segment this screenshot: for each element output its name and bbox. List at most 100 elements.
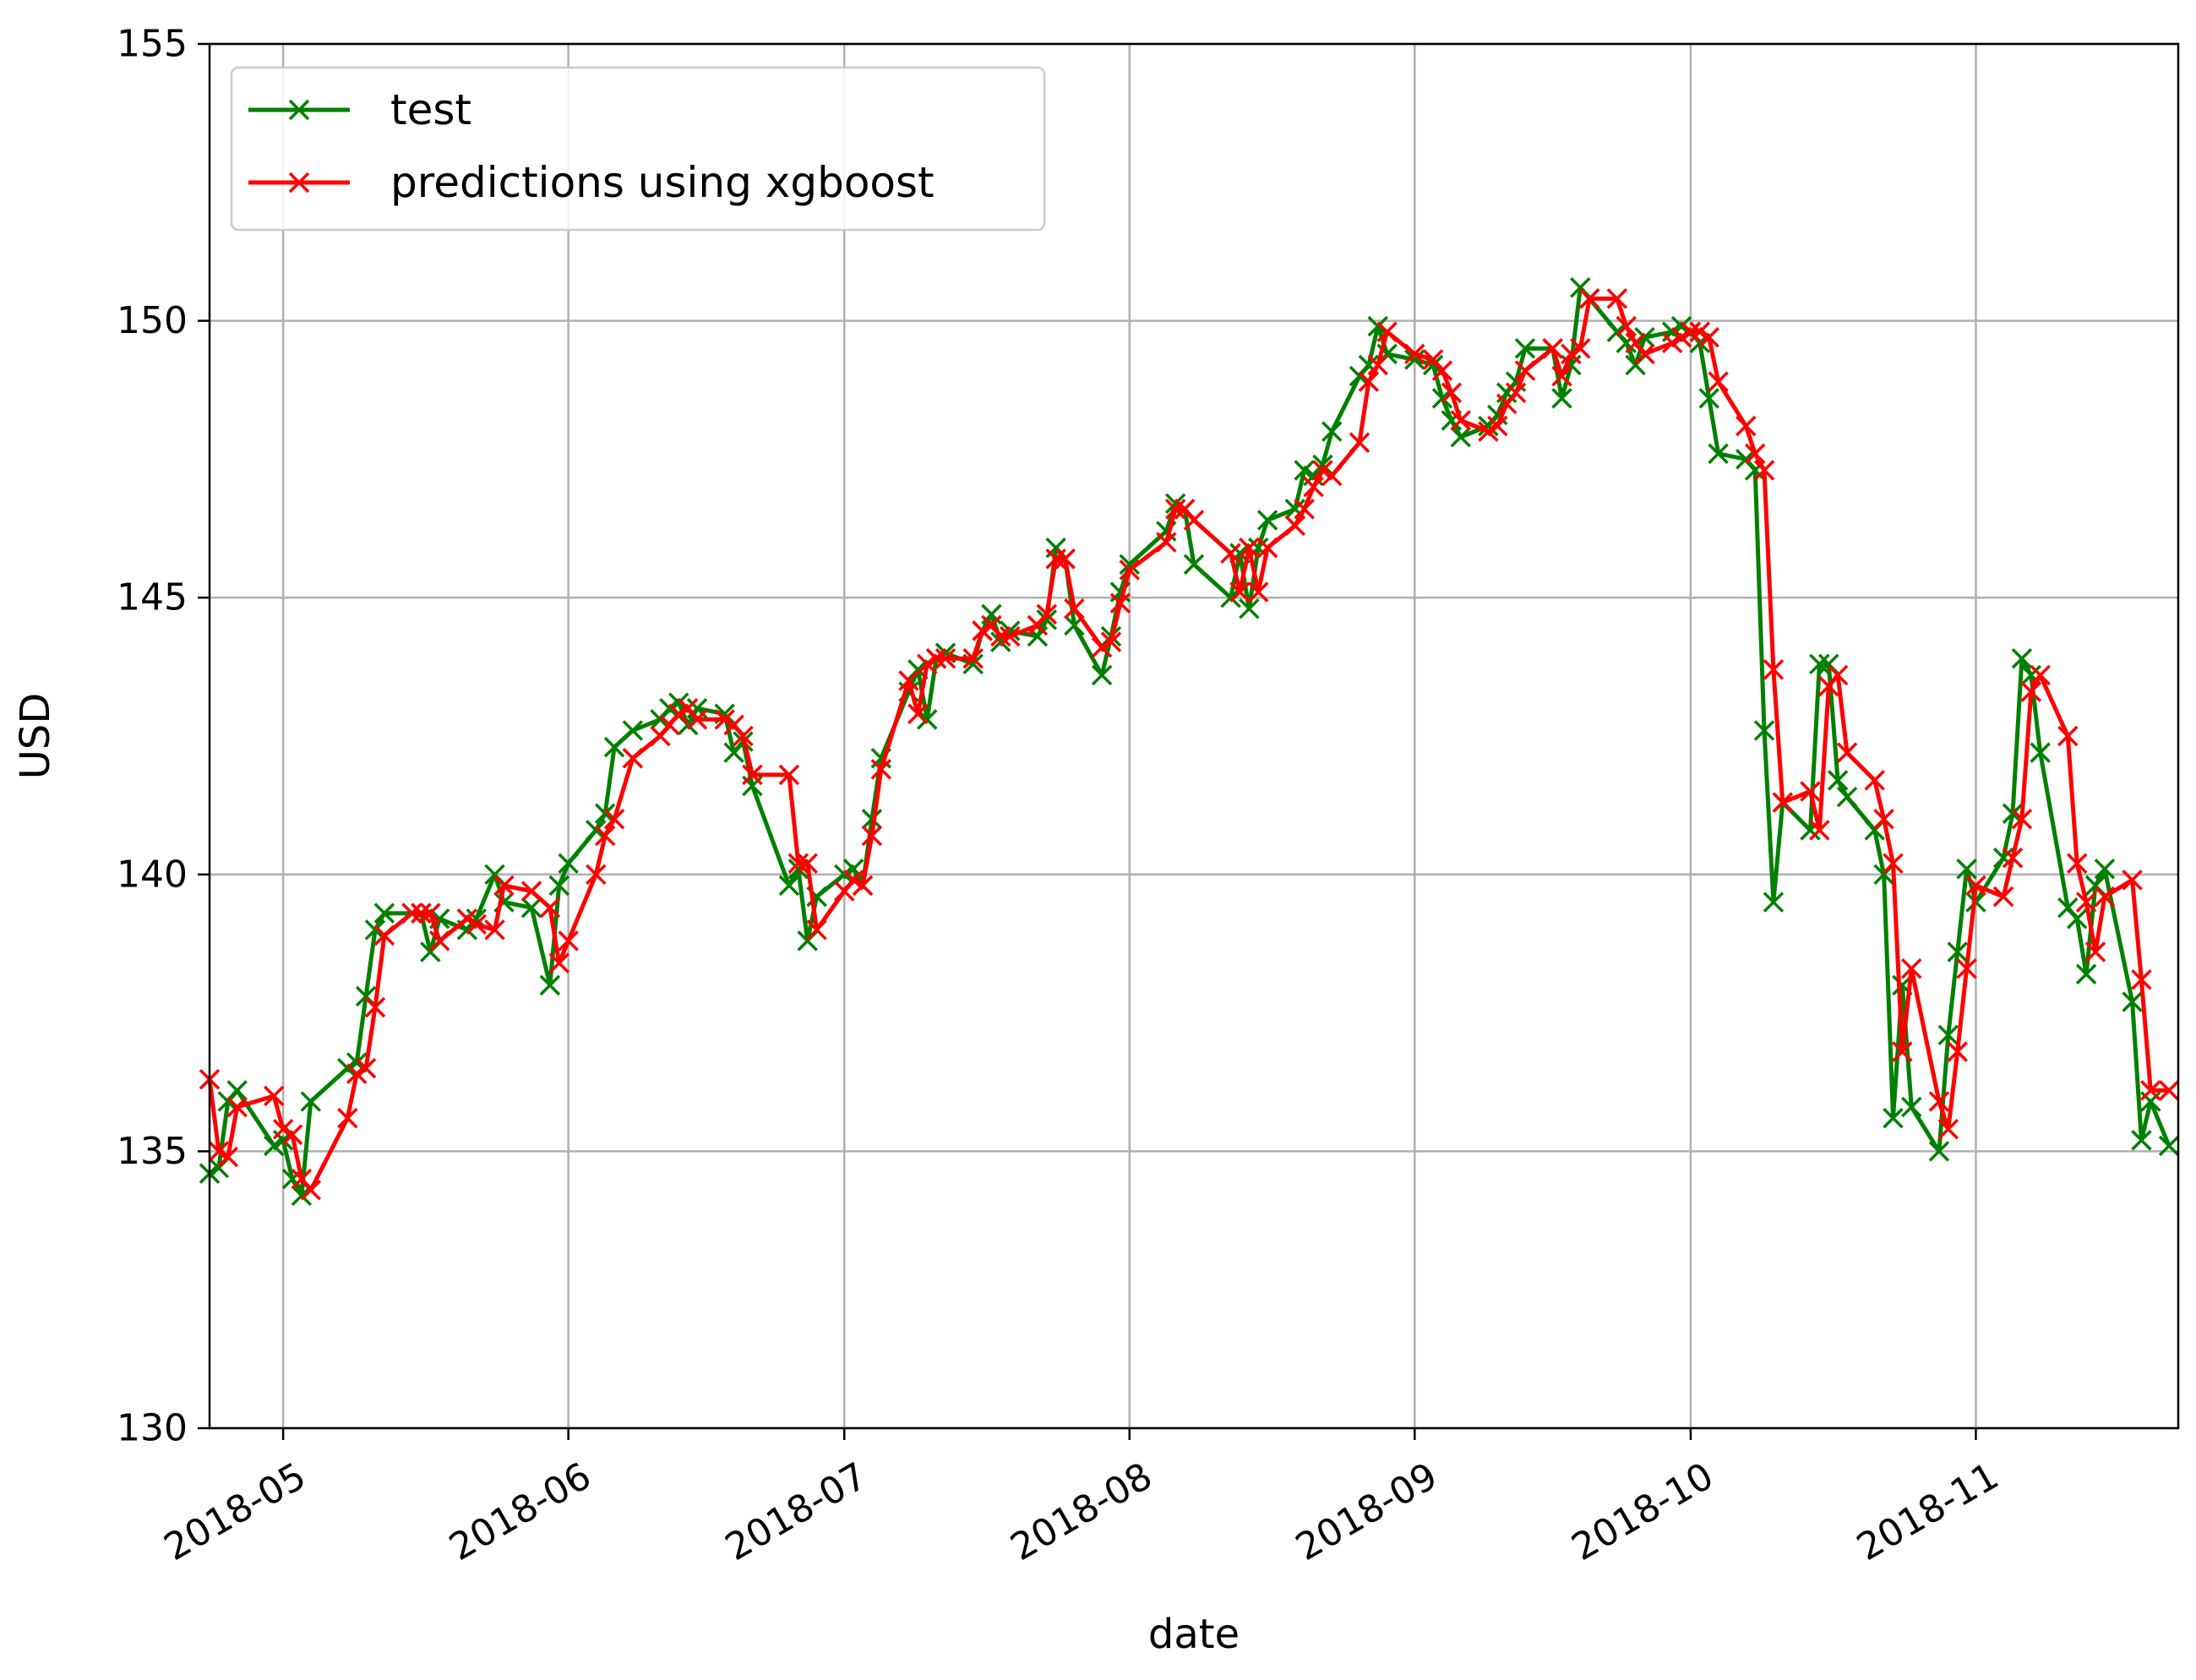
data-point [1183,554,1205,575]
data-point [493,875,515,897]
data-point [337,1057,358,1079]
series-layer [199,277,2180,1207]
data-point [1708,443,1729,465]
data-point [1156,532,1177,553]
data-point [870,759,892,780]
data-point [272,1118,294,1140]
data-point [1992,886,2014,908]
data-point [1827,770,1849,791]
series-1 [199,288,2180,1201]
data-point [1450,426,1471,448]
data-point [1928,1091,1950,1112]
data-point [1947,941,1968,963]
data-point [263,1135,285,1157]
data-point [1698,327,1719,348]
data-point [2131,969,2152,990]
data-point [558,930,579,952]
data-point [548,875,569,897]
data-point [1836,786,1858,808]
data-point [603,809,625,830]
data-point [1689,321,1711,342]
data-point [2122,991,2143,1012]
data-point [1836,742,1858,763]
data-point [1256,510,1278,531]
data-point [1119,554,1141,575]
data-point [355,1057,377,1079]
data-point [1901,1096,1922,1118]
data-point [1698,388,1719,409]
data-point [1883,853,1904,874]
data-point [2011,809,2033,830]
data-point [2020,681,2042,702]
legend-box [230,66,1046,232]
data-point [1239,598,1260,619]
data-point [622,720,644,741]
data-point [622,747,644,769]
data-point [2011,648,2033,669]
data-point [1294,499,1315,520]
data-point [1763,892,1785,913]
data-point [1864,770,1885,791]
data-point [2030,664,2051,686]
legend-label: test [390,85,471,134]
data-point [778,764,800,786]
data-point [337,1107,358,1129]
data-point [1744,443,1766,465]
data-point [2030,742,2051,763]
data-point [1045,548,1066,570]
data-point [1570,338,1591,359]
legend-entry: predictions using xgboost [248,158,935,207]
data-point [1883,1107,1904,1129]
data-point [300,1180,322,1201]
data-point [1670,327,1692,348]
data-point [428,930,450,952]
data-point [364,996,386,1018]
data-point [2094,859,2116,880]
data-point [742,764,763,786]
data-point [1450,410,1471,431]
data-point [520,897,542,919]
y-axis: 130 135 140 145 150 155 [117,23,210,1450]
data-point [1183,510,1205,531]
y-tick-label: 150 [117,299,188,342]
data-point [1376,321,1398,342]
data-point [1303,476,1324,498]
y-tick-label: 140 [117,853,188,896]
data-point [1404,343,1425,365]
data-point [1551,365,1572,387]
legend-entry: test [248,85,471,134]
data-point [935,648,956,669]
data-point [668,703,689,725]
data-point [1321,421,1343,442]
data-point [1763,659,1785,680]
data-point [364,919,386,941]
data-point [1321,465,1343,487]
data-point [373,925,395,946]
data-point [2075,892,2097,913]
data-point [1256,537,1278,559]
data-point [1109,592,1131,614]
y-tick-label: 145 [117,576,188,619]
data-point [1809,653,1830,675]
data-point [300,1091,322,1112]
data-point [1505,382,1527,404]
data-point [456,908,478,930]
data-point [1478,421,1499,442]
data-point [2066,908,2088,930]
data-point [1119,559,1141,581]
data-point [373,903,395,924]
data-point [787,853,809,874]
data-point [1487,415,1508,437]
data-point [2002,803,2024,824]
data-point [898,670,919,691]
data-point [1753,720,1775,741]
plot-frame [208,42,2180,1430]
data-point [1928,1141,1950,1162]
data-point [1284,515,1306,537]
data-point [1054,548,1076,570]
data-point [1736,415,1757,437]
data-point [1220,543,1241,565]
data-point [2140,1080,2161,1101]
data-point [1892,1041,1913,1062]
